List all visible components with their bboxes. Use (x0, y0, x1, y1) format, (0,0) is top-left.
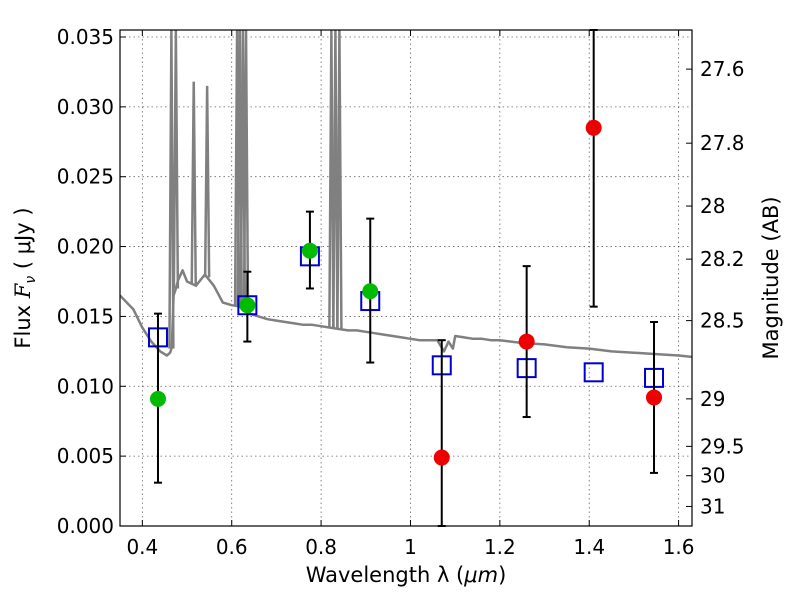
x-tick-label: 1.6 (663, 535, 695, 559)
y-tick-label: 0.015 (57, 304, 114, 328)
y2-tick-label: 27.6 (700, 57, 745, 81)
model-spectrum-line (120, 269, 692, 359)
x-tick-label: 0.8 (305, 535, 337, 559)
plot-clipped (120, 30, 692, 359)
x-tick-label: 0.6 (216, 535, 248, 559)
nondetection-point (646, 389, 663, 406)
y-axis-label: Flux Fν ( μJy ) (11, 207, 39, 348)
y2-tick-label: 28.2 (700, 247, 745, 271)
nondetection-point (585, 119, 602, 136)
y-tick-label: 0.035 (57, 25, 114, 49)
y-tick-label: 0.030 (57, 95, 114, 119)
detection-point (239, 297, 256, 314)
model-point (583, 362, 604, 383)
y2-axis-label: Magnitude (AB) (759, 196, 783, 359)
y-tick-label: 0.000 (57, 514, 114, 538)
nondetection-point (433, 449, 450, 466)
y-tick-label: 0.005 (57, 444, 114, 468)
y-tick-label: 0.010 (57, 374, 114, 398)
y2-tick-label: 28.5 (700, 309, 745, 333)
x-tick-label: 1 (404, 535, 417, 559)
plot-area (120, 29, 692, 527)
emission-line (203, 85, 211, 278)
emission-line (336, 30, 343, 330)
nondetection-point (518, 333, 535, 350)
axes: 0.4 0.6 0.8 1 1.2 1.4 1.6 0.000 0.005 0.010 0.015 0… (57, 25, 745, 559)
x-tick-label: 0.4 (126, 535, 158, 559)
x-tick-label: 1.2 (484, 535, 516, 559)
emission-line (190, 81, 197, 285)
y2-tick-label: 29 (700, 387, 725, 411)
y2-tick-label: 28 (700, 194, 725, 218)
emission-line (242, 30, 250, 311)
emission-line (328, 30, 335, 328)
y-tick-label: 0.020 (57, 235, 114, 259)
y2-tick-label: 30 (700, 464, 725, 488)
emission-line (168, 30, 175, 349)
detection-point (149, 390, 166, 407)
detection-point (301, 242, 318, 259)
y2-tick-label: 31 (700, 494, 725, 518)
x-tick-label: 1.4 (573, 535, 605, 559)
emission-line (332, 30, 339, 329)
y-tick-label: 0.025 (57, 165, 114, 189)
y2-tick-label: 27.8 (700, 131, 745, 155)
emission-line (172, 30, 180, 289)
detection-point (362, 283, 379, 300)
y2-tick-label: 29.5 (700, 434, 745, 458)
plot-frame (119, 29, 693, 527)
x-axis-label: Wavelength λ (μm) (306, 563, 507, 587)
